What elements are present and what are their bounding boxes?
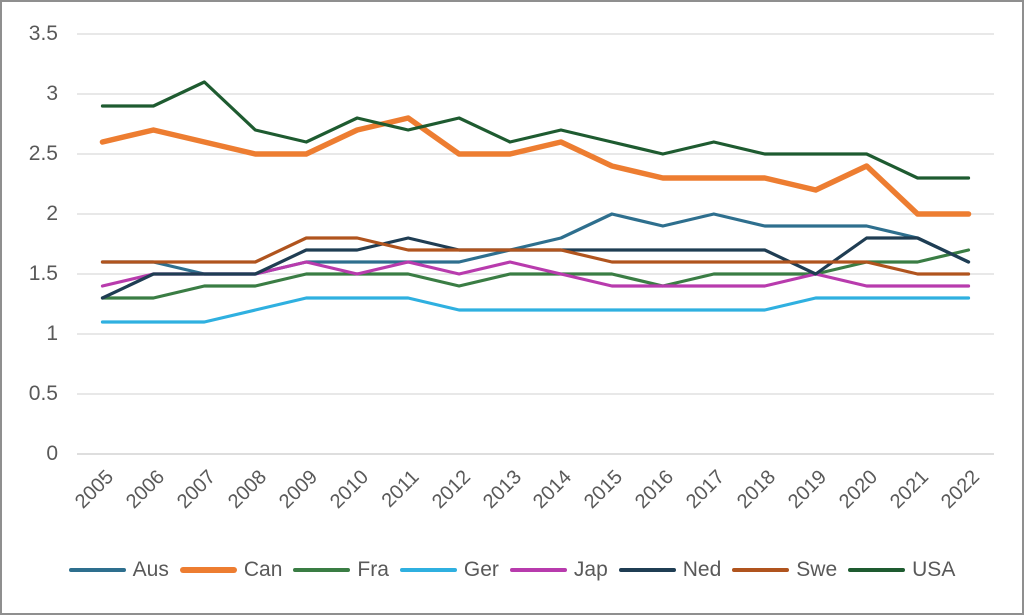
legend-line-swatch [848, 568, 906, 572]
y-tick-label: 3.5 [28, 22, 58, 45]
legend-label: Ger [463, 558, 499, 581]
y-tick-label: 2 [46, 202, 58, 225]
y-tick-label: 2.5 [28, 142, 58, 165]
legend-item-jap: Jap [509, 558, 608, 582]
legend: Aus Can Fra Ger Jap Ned Swe USA [2, 558, 1022, 582]
legend-item-fra: Fra [293, 558, 389, 582]
legend-line-swatch [68, 568, 126, 572]
legend-item-swe: Swe [732, 558, 837, 582]
legend-line-swatch [732, 568, 790, 572]
legend-label: Jap [573, 558, 608, 581]
series-line-swe [100, 236, 971, 276]
legend-item-can: Can [179, 558, 283, 582]
y-tick-label: 3 [46, 82, 58, 105]
legend-label: USA [912, 558, 956, 581]
legend-label: Swe [796, 558, 838, 581]
legend-label: Can [243, 558, 283, 581]
legend-item-ger: Ger [399, 558, 499, 582]
y-tick-label: 0 [46, 442, 58, 465]
series-line-aus [100, 212, 971, 276]
legend-line-swatch [618, 568, 676, 572]
legend-item-aus: Aus [68, 558, 169, 582]
series-line-ger [100, 296, 971, 324]
series-line-usa [100, 80, 971, 180]
legend-label: Aus [132, 558, 169, 581]
y-tick-label: 1.5 [28, 262, 58, 285]
legend-line-swatch [179, 567, 237, 573]
legend-label: Ned [682, 558, 722, 581]
y-tick-label: 1 [46, 322, 58, 345]
legend-line-swatch [509, 568, 567, 572]
y-tick-label: 0.5 [28, 382, 58, 405]
series-line-fra [100, 248, 971, 300]
legend-line-swatch [399, 568, 457, 572]
legend-line-swatch [293, 568, 351, 572]
legend-item-usa: USA [848, 558, 955, 582]
legend-label: Fra [357, 558, 389, 581]
series-line-can [99, 115, 972, 217]
legend-item-ned: Ned [618, 558, 722, 582]
